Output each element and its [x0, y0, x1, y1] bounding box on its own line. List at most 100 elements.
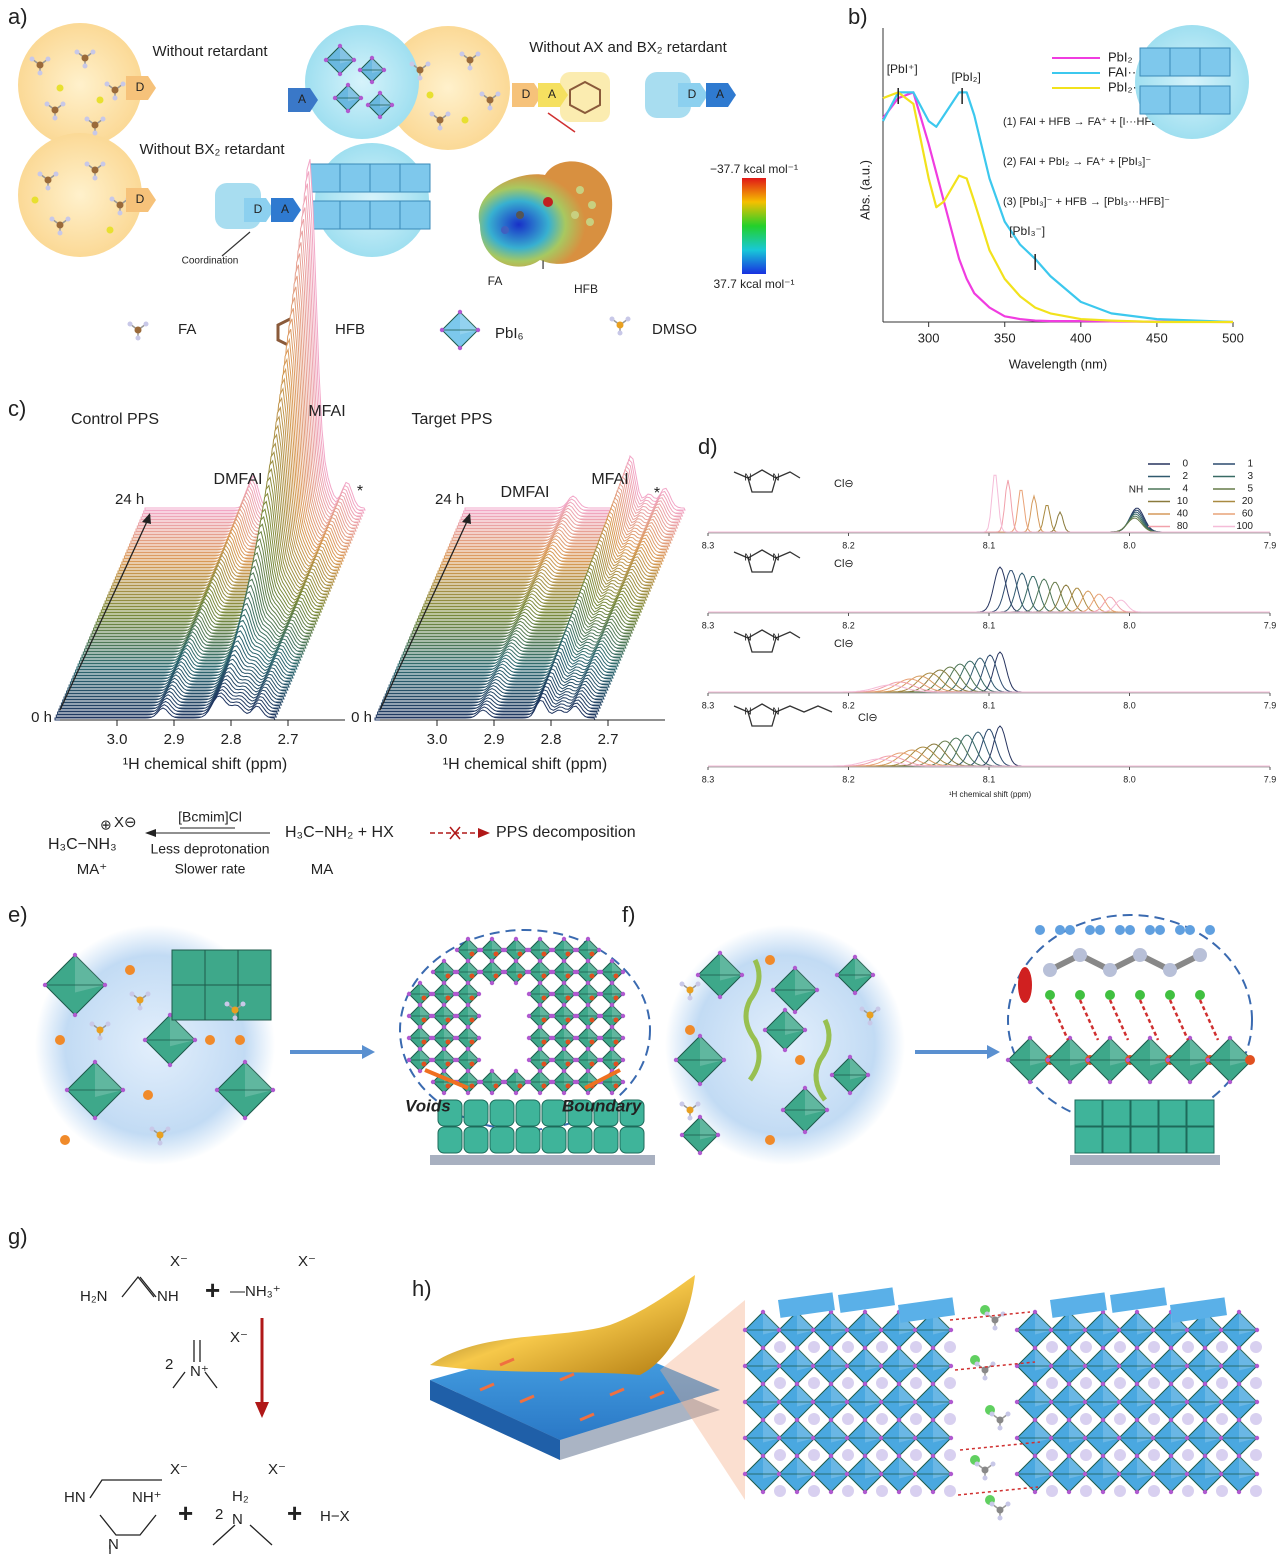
- label: 8.1: [983, 540, 996, 550]
- layered-crystal: [310, 201, 340, 229]
- vertex: [1067, 1346, 1071, 1350]
- vertex: [551, 1058, 555, 1062]
- atom: [467, 57, 474, 64]
- grain: [1075, 1127, 1102, 1153]
- x-tick-label: 300: [918, 330, 940, 345]
- vertex: [795, 1490, 799, 1494]
- label: 4: [1182, 484, 1188, 495]
- label: A: [716, 87, 724, 101]
- atom: [680, 982, 685, 987]
- cation: [795, 1055, 805, 1065]
- vertex: [761, 1418, 765, 1422]
- vertex: [795, 1346, 799, 1350]
- vertex: [777, 1472, 781, 1476]
- vertex: [366, 103, 370, 107]
- atom: [910, 1413, 922, 1425]
- vertex: [575, 1014, 579, 1018]
- atom: [868, 1021, 873, 1026]
- atom: [1148, 1413, 1160, 1425]
- vertex: [490, 937, 494, 941]
- atom: [91, 50, 96, 55]
- atom: [1080, 1413, 1092, 1425]
- vertex: [378, 115, 382, 119]
- ligand-layer: [898, 1297, 955, 1322]
- label: N: [744, 707, 751, 718]
- label: 2.8: [221, 731, 242, 748]
- atom: [437, 117, 444, 124]
- atom: [422, 996, 427, 1001]
- atom: [417, 67, 424, 74]
- vertex: [466, 981, 470, 985]
- atom: [1046, 1449, 1058, 1461]
- atom: [910, 1485, 922, 1497]
- panel-label: e): [8, 902, 28, 927]
- atom: [93, 176, 98, 181]
- atom: [618, 331, 623, 336]
- atom: [85, 117, 90, 122]
- atom: [542, 996, 547, 1001]
- atom: [1148, 1485, 1160, 1497]
- atom: [50, 217, 55, 222]
- vertex: [431, 992, 435, 996]
- vertex: [795, 1382, 799, 1386]
- vertex: [1148, 1080, 1152, 1084]
- ligand-layer: [1170, 1297, 1227, 1322]
- atom: [566, 952, 571, 957]
- atom: [158, 1141, 163, 1146]
- atom: [494, 1084, 499, 1089]
- label: DMSO: [652, 321, 697, 338]
- vertex: [586, 1091, 590, 1095]
- atom: [92, 167, 99, 174]
- vertex: [407, 1058, 411, 1062]
- vertex: [777, 1328, 781, 1332]
- label: 8.3: [702, 700, 715, 710]
- vertex: [1033, 1310, 1037, 1314]
- atom: [1216, 1449, 1228, 1461]
- atom: [518, 1084, 523, 1089]
- atom: [1216, 1413, 1228, 1425]
- vertex: [829, 1346, 833, 1350]
- vertex: [1219, 1472, 1223, 1476]
- atom: [842, 1485, 854, 1497]
- vertex: [1015, 1328, 1019, 1332]
- vertex: [1117, 1328, 1121, 1332]
- atom: [422, 1062, 427, 1067]
- vertex: [93, 1116, 97, 1120]
- vertex: [477, 1014, 481, 1018]
- vertex: [562, 959, 566, 963]
- vertex: [1228, 1036, 1232, 1040]
- crystal-sphere: [305, 25, 419, 139]
- vertex: [1083, 1328, 1087, 1332]
- vertex: [527, 992, 531, 996]
- vertex: [803, 1028, 807, 1032]
- vertex: [1151, 1328, 1155, 1332]
- vertex: [1083, 1436, 1087, 1440]
- vertex: [825, 1108, 829, 1112]
- vertex: [716, 1133, 720, 1137]
- vertex: [370, 56, 374, 60]
- atom: [542, 1084, 547, 1089]
- atom: [90, 1022, 95, 1027]
- annotation: [PbI₂]: [951, 70, 980, 84]
- vertex: [431, 1014, 435, 1018]
- grain: [1159, 1100, 1186, 1126]
- vertex: [1083, 1364, 1087, 1368]
- vertex: [538, 959, 542, 963]
- panel-label: h): [412, 1276, 432, 1301]
- vertex: [477, 1058, 481, 1062]
- atom: [446, 996, 451, 1001]
- atom: [468, 66, 473, 71]
- vertex: [897, 1454, 901, 1458]
- atom: [1250, 1377, 1262, 1389]
- vertex: [931, 1490, 935, 1494]
- label: 100: [1236, 521, 1253, 532]
- vertex: [829, 1490, 833, 1494]
- vertex: [490, 959, 494, 963]
- atom: [542, 974, 547, 979]
- vertex: [551, 1036, 555, 1040]
- atom: [446, 1040, 451, 1045]
- grain: [1075, 1100, 1102, 1126]
- atom: [166, 1127, 171, 1132]
- label: 2.9: [484, 731, 505, 748]
- vertex: [442, 1025, 446, 1029]
